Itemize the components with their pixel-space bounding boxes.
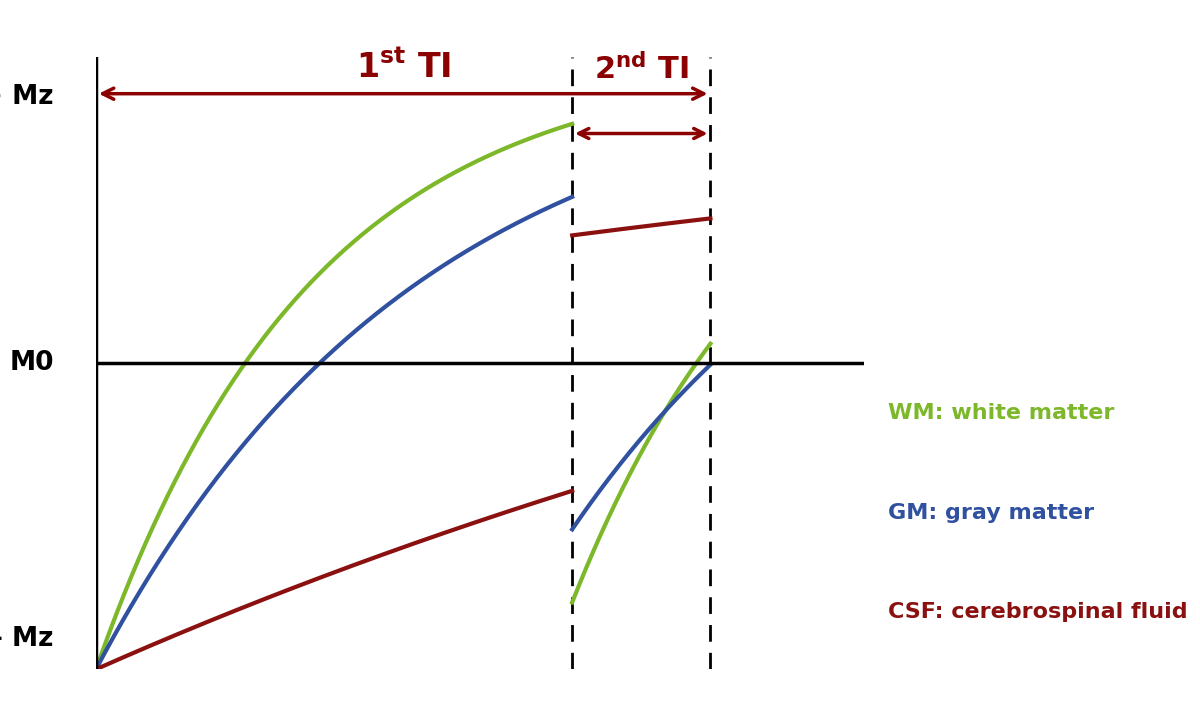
Text: 2$^{\mathregular{nd}}$ TI: 2$^{\mathregular{nd}}$ TI	[594, 53, 689, 85]
Text: M0: M0	[10, 350, 54, 376]
Text: - Mz: - Mz	[0, 626, 54, 651]
Text: + Mz: + Mz	[0, 84, 54, 110]
Text: CSF: cerebrospinal fluid: CSF: cerebrospinal fluid	[888, 602, 1188, 622]
Text: WM: white matter: WM: white matter	[888, 403, 1115, 423]
Text: GM: gray matter: GM: gray matter	[888, 503, 1094, 523]
Text: 1$^{\mathregular{st}}$ TI: 1$^{\mathregular{st}}$ TI	[355, 51, 451, 85]
